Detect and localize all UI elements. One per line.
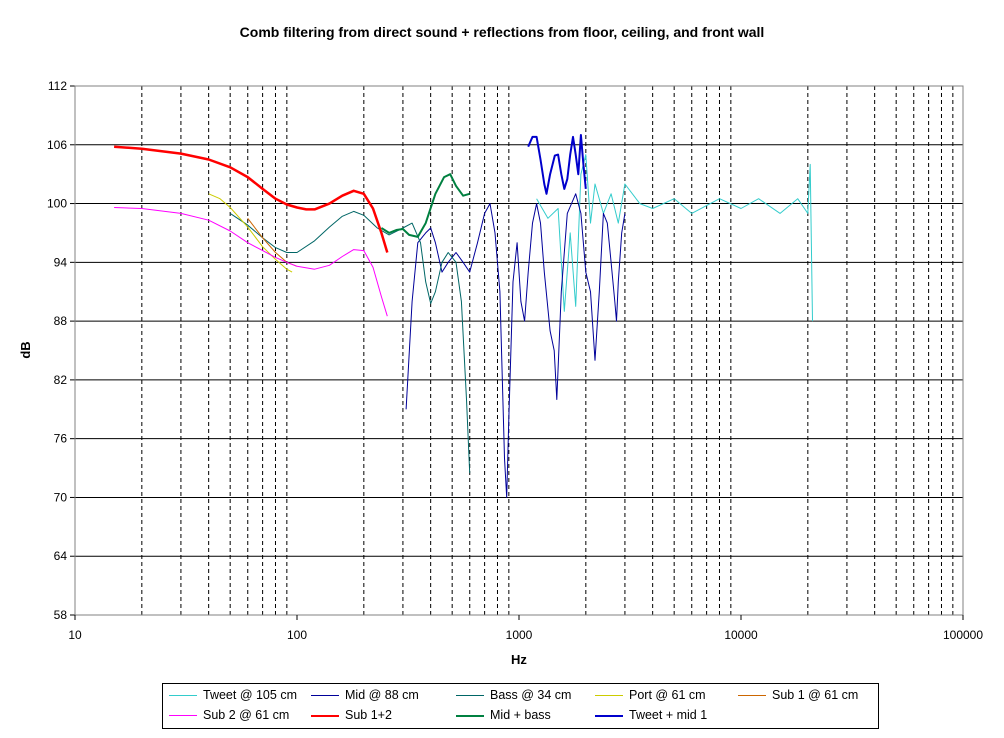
y-tick-label: 70 (54, 490, 68, 504)
x-tick-label: 100 (287, 628, 307, 642)
chart-title: Comb filtering from direct sound + refle… (239, 24, 765, 40)
series-line-8 (380, 173, 470, 238)
x-tick-label: 10000 (724, 628, 758, 642)
y-tick-label: 64 (54, 549, 68, 563)
legend: Tweet @ 105 cm Mid @ 88 cm Bass @ 34 cm Por… (162, 683, 879, 729)
legend-label: Sub 2 @ 61 cm (203, 708, 290, 722)
y-tick-label: 100 (47, 197, 67, 211)
series-line-3 (229, 210, 471, 474)
legend-swatch (595, 715, 623, 717)
legend-swatch (311, 715, 339, 717)
y-axis-label: dB (18, 341, 33, 358)
legend-label: Mid @ 88 cm (345, 688, 419, 702)
y-tick-labels: 58 64 70 76 82 88 94 100 106 112 (47, 79, 67, 622)
legend-label: Tweet + mid 1 (629, 708, 708, 722)
series-line-4 (208, 193, 293, 273)
y-tick-label: 76 (54, 432, 68, 446)
y-tick-label: 58 (54, 608, 68, 622)
legend-swatch (595, 695, 623, 696)
x-gridlines (141, 86, 954, 615)
legend-swatch (456, 715, 484, 717)
series-group (114, 134, 813, 498)
legend-label: Port @ 61 cm (629, 688, 706, 702)
legend-swatch (456, 695, 484, 696)
series-line-5 (247, 217, 298, 267)
y-tick-label: 82 (54, 373, 68, 387)
legend-label: Sub 1+2 (345, 708, 392, 722)
x-tick-label: 10 (68, 628, 82, 642)
legend-label: Tweet @ 105 cm (203, 688, 297, 702)
legend-label: Bass @ 34 cm (490, 688, 572, 702)
x-tick-label: 100000 (943, 628, 983, 642)
series-line-1 (536, 154, 813, 322)
series-line-6 (114, 207, 388, 317)
series-line-7 (114, 145, 389, 253)
series-line-2 (405, 193, 626, 498)
series-line-9 (527, 134, 587, 195)
legend-swatch (169, 715, 197, 716)
y-tick-label: 88 (54, 314, 68, 328)
x-axis-label: Hz (511, 652, 527, 667)
legend-swatch (738, 695, 766, 696)
legend-label: Mid + bass (490, 708, 551, 722)
legend-swatch (169, 695, 197, 696)
legend-swatch (311, 695, 339, 696)
y-tick-label: 94 (54, 255, 68, 269)
y-gridlines (70, 85, 963, 616)
x-tick-labels: 10 100 1000 10000 100000 (68, 615, 983, 642)
legend-label: Sub 1 @ 61 cm (772, 688, 859, 702)
y-tick-label: 112 (48, 79, 67, 93)
y-tick-label: 106 (47, 138, 67, 152)
x-tick-label: 1000 (506, 628, 533, 642)
